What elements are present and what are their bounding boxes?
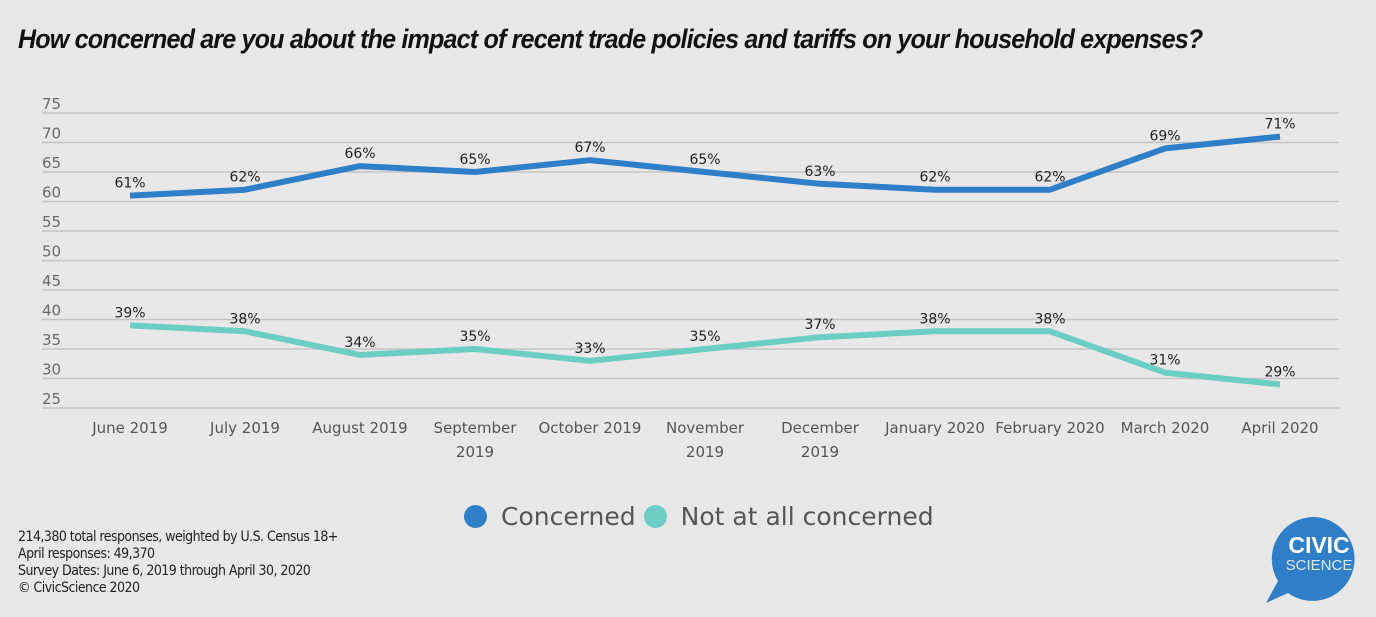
data-label: 62% <box>919 170 950 186</box>
x-tick-label: September 2019 <box>434 419 518 461</box>
logo-text-science: SCIENCE <box>1286 557 1353 574</box>
y-tick-label: 75 <box>42 95 61 113</box>
data-label: 37% <box>804 317 835 333</box>
y-tick-label: 30 <box>42 361 61 379</box>
legend-marker-not-concerned <box>643 505 667 528</box>
y-tick-label: 25 <box>42 390 61 408</box>
y-tick-label: 60 <box>42 184 61 202</box>
data-label: 39% <box>114 305 145 321</box>
data-labels: 61% 62% 66% 65% 67% 65% 63% 62% 62% 69% 71% 39% 38% 3… <box>114 117 1295 381</box>
data-label: 62% <box>1034 170 1065 186</box>
data-label: 65% <box>689 152 720 168</box>
series-line-concerned[interactable] <box>129 133 1281 199</box>
data-label: 71% <box>1264 117 1295 133</box>
footnote-survey-dates: Survey Dates: June 6, 2019 through April… <box>18 563 311 579</box>
y-tick-label: 65 <box>42 154 61 172</box>
series-line-not-concerned[interactable] <box>129 322 1281 388</box>
data-label: 31% <box>1149 353 1180 369</box>
logo-text-civic: CIVIC <box>1288 532 1349 558</box>
data-label: 65% <box>459 152 490 168</box>
y-tick-label: 50 <box>42 243 61 261</box>
x-tick-label: January 2020 <box>884 419 985 437</box>
y-tick-label: 45 <box>42 272 61 290</box>
data-label: 63% <box>804 164 835 180</box>
data-label: 35% <box>459 329 490 345</box>
data-label: 34% <box>344 335 375 351</box>
data-label: 33% <box>574 341 605 357</box>
x-tick-label: March 2020 <box>1121 419 1210 437</box>
x-tick-label: August 2019 <box>312 419 407 437</box>
legend-label-concerned: Concerned <box>501 502 636 531</box>
legend-item-not-concerned[interactable]: Not at all concerned <box>643 502 934 531</box>
data-label: 38% <box>229 311 260 327</box>
x-tick-label: July 2019 <box>209 419 280 437</box>
data-label: 66% <box>344 146 375 162</box>
x-tick-label: February 2020 <box>995 419 1104 437</box>
data-label: 35% <box>689 329 720 345</box>
data-label: 38% <box>919 311 950 327</box>
footnote-april-responses: April responses: 49,370 <box>18 546 155 562</box>
line-chart: 75 70 65 60 55 50 45 40 35 30 25 June 2019 July 201… <box>42 95 1339 461</box>
civicscience-logo: CIVIC SCIENCE <box>1266 516 1355 603</box>
y-axis-ticks: 75 70 65 60 55 50 45 40 35 30 25 <box>42 95 61 408</box>
footnote-total-responses: 214,380 total responses, weighted by U.S… <box>18 529 338 545</box>
data-label: 61% <box>114 176 145 192</box>
data-label: 67% <box>574 140 605 156</box>
data-label: 29% <box>1264 364 1295 380</box>
x-tick-label: December 2019 <box>781 419 860 461</box>
x-tick-label: November 2019 <box>666 419 745 461</box>
series-lines <box>129 133 1281 388</box>
x-axis-ticks: June 2019 July 2019 August 2019 September 20… <box>91 419 1318 461</box>
footnote: 214,380 total responses, weighted by U.S… <box>18 529 373 597</box>
legend-label-not-concerned: Not at all concerned <box>680 502 934 531</box>
legend-item-concerned[interactable]: Concerned <box>464 502 636 531</box>
footnote-copyright: © CivicScience 2020 <box>18 580 140 596</box>
data-label: 69% <box>1149 128 1180 144</box>
y-tick-label: 70 <box>42 125 61 143</box>
data-label: 62% <box>229 170 260 186</box>
y-tick-label: 40 <box>42 302 61 320</box>
logo-speech-bubble-icon <box>1266 516 1355 603</box>
x-tick-label: October 2019 <box>539 419 642 437</box>
data-label: 38% <box>1034 311 1065 327</box>
legend: Concerned Not at all concerned <box>464 502 942 531</box>
y-tick-label: 35 <box>42 331 61 349</box>
x-tick-label: June 2019 <box>91 419 168 437</box>
legend-marker-concerned <box>464 505 487 528</box>
chart-title: How concerned are you about the impact o… <box>18 24 1203 54</box>
x-tick-label: April 2020 <box>1241 419 1318 437</box>
y-tick-label: 55 <box>42 213 61 231</box>
